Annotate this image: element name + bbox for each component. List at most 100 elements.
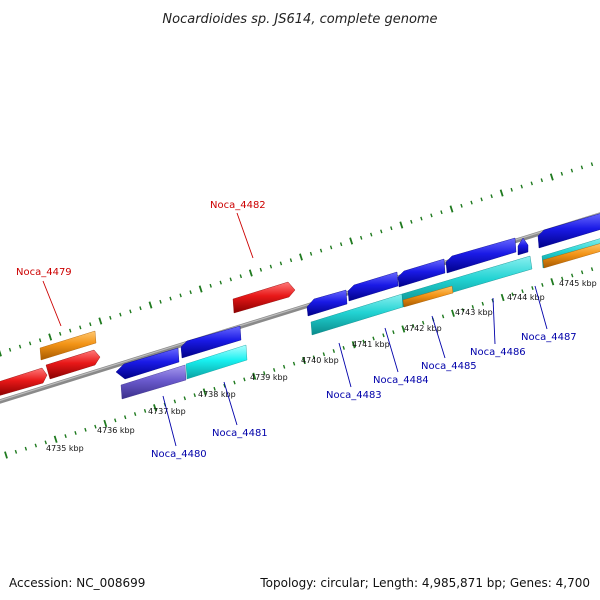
tick-mark [148,301,153,309]
tick-mark [44,440,47,445]
gene-label-noca-4486[interactable]: Noca_4486 [470,347,526,358]
forward-genes [0,281,296,396]
gene-labels: Noca_4479 Noca_4480 Noca_4481 Noca_4482 … [16,200,577,460]
gene-orange-far[interactable] [542,243,600,269]
tick-mark [460,203,463,208]
tick-mark [380,229,383,234]
tick-mark [412,323,415,328]
kbp-label: 4738 kbp [198,390,236,399]
gene-label-noca-4480[interactable]: Noca_4480 [151,449,207,460]
gene-noca-4485-blue[interactable] [445,237,517,274]
tick-mark [511,292,514,297]
tick-mark [24,446,28,451]
tick-mark [84,427,87,432]
kbp-label: 4742 kbp [404,324,442,333]
kbp-label: 4741 kbp [352,340,390,349]
gene-noca-4487-blue[interactable] [537,213,600,249]
gene-noca-4482[interactable] [232,281,296,314]
tick-mark [500,293,505,302]
tick-mark [302,356,306,365]
gene-red-a[interactable] [0,367,48,396]
tick-mark [342,345,345,350]
gene-noca-4479-red[interactable] [45,349,101,380]
tick-mark [332,349,336,353]
gene-noca-4480-blue[interactable] [115,347,180,380]
tick-mark [209,283,212,288]
tick-mark [362,339,365,344]
tick-mark [0,350,2,357]
gene-label-noca-4484[interactable]: Noca_4484 [373,375,429,386]
tick-mark [213,386,216,391]
tick-mark [4,451,8,459]
kbp-label: 4739 kbp [250,373,288,382]
tick-mark [169,296,172,301]
gene-label-noca-4479[interactable]: Noca_4479 [16,267,72,278]
gene-label-noca-4485[interactable]: Noca_4485 [421,361,477,372]
tick-mark [580,270,584,275]
tick-mark [202,388,207,396]
tick-mark [48,333,53,341]
tick-mark [272,368,276,372]
tick-mark [540,178,544,183]
tick-mark [143,408,147,413]
genome-summary: Topology: circular; Length: 4,985,871 bp… [259,576,590,590]
tick-mark [550,278,555,286]
tick-mark [359,235,363,240]
tick-mark [123,415,127,420]
tick-mark [179,293,182,298]
tick-mark [89,322,92,327]
tick-mark [173,399,177,404]
tick-mark [114,418,117,423]
kbp-label: 4744 kbp [507,293,545,302]
gene-noca-4483-blue[interactable] [347,271,399,302]
tick-mark [570,273,574,278]
tick-mark [420,216,423,221]
outer-tick-track [0,162,594,357]
tick-mark [28,341,32,346]
tick-mark [64,434,67,439]
tick-mark [410,219,413,224]
tick-mark [259,267,263,272]
tick-mark [499,189,504,197]
map-title: Nocardioides sp. JS614, complete genome [162,12,437,27]
gene-noca-4484-blue[interactable] [397,258,446,288]
tick-mark [198,285,203,293]
gene-label-noca-4483[interactable]: Noca_4483 [326,390,382,401]
tick-mark [119,312,122,317]
tick-mark [481,301,485,306]
gene-noca-4480[interactable] [120,364,187,400]
tick-mark [193,393,196,398]
tick-mark [561,276,564,281]
tick-mark [299,253,303,261]
tick-mark [239,274,243,279]
gene-label-noca-4481[interactable]: Noca_4481 [212,428,268,439]
tick-mark [372,336,375,341]
tick-mark [470,200,473,205]
gene-noca-4479[interactable] [39,330,97,361]
tick-mark [139,306,142,311]
gene-label-noca-4487[interactable]: Noca_4487 [521,332,577,343]
gene-label-noca-4482[interactable]: Noca_4482 [210,200,266,211]
tick-mark [490,194,493,199]
gene-noca-4485[interactable] [402,285,454,308]
gene-blue-r1[interactable] [306,289,348,317]
kbp-label: 4743 kbp [455,308,493,317]
tick-mark [229,277,232,282]
tick-mark [541,282,544,287]
tick-mark [243,377,246,382]
gene-noca-4481-blue[interactable] [180,325,242,359]
tick-mark [339,242,343,247]
gene-noca-4481[interactable] [185,344,248,380]
tick-mark [79,325,82,330]
tick-mark [74,431,77,435]
tick-mark [441,314,445,319]
tick-mark [399,221,404,229]
gene-blue-small[interactable] [517,237,529,256]
tick-mark [133,412,137,416]
tick-mark [252,372,257,380]
tick-mark [392,330,395,335]
tick-mark [309,251,313,256]
tick-mark [53,435,58,443]
tick-mark [69,328,72,333]
